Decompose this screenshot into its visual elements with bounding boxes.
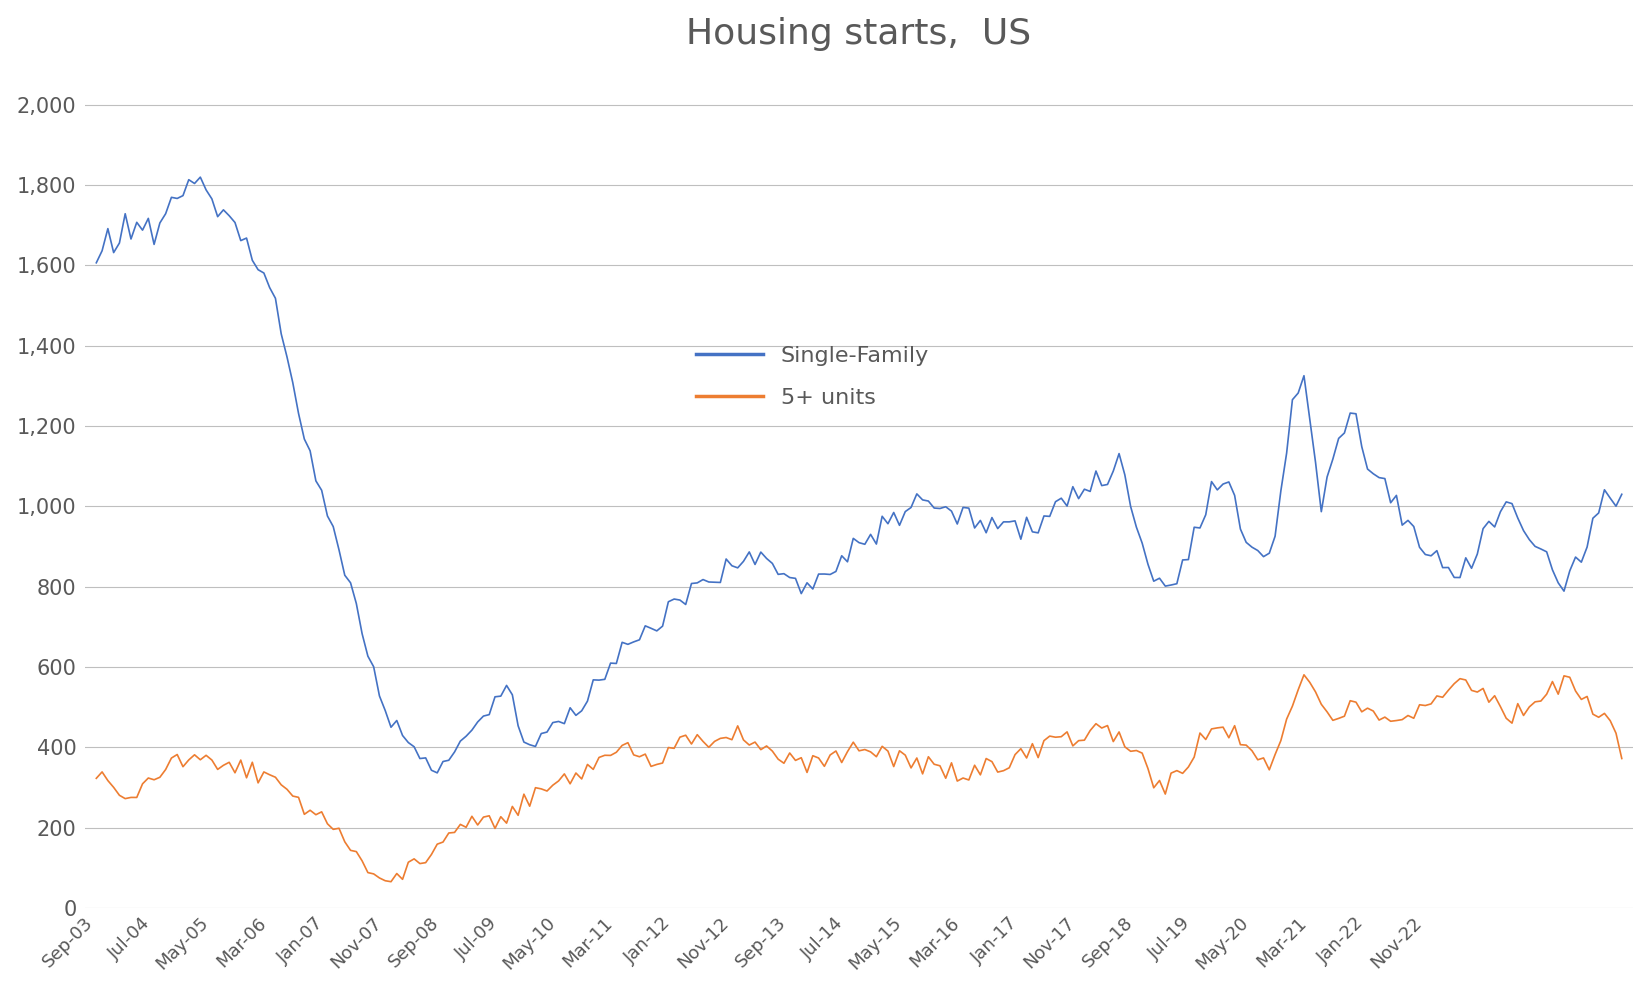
Title: Housing starts,  US: Housing starts, US — [686, 17, 1031, 50]
Legend: Single-Family, 5+ units: Single-Family, 5+ units — [696, 346, 929, 408]
